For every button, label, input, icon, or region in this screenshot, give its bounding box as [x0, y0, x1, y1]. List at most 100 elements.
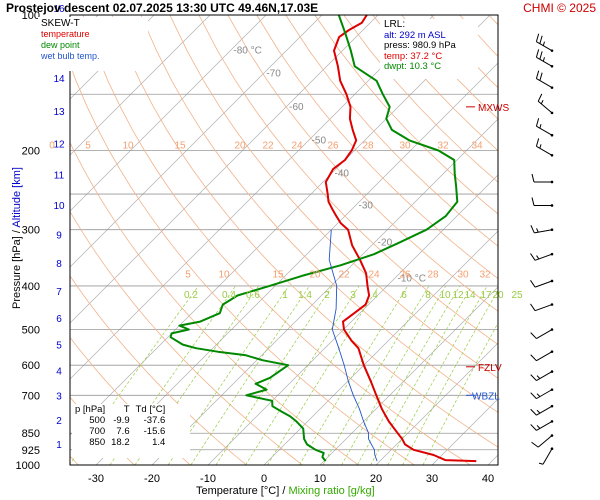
- wind-barb-feather: [530, 408, 537, 416]
- wind-barb-station: [550, 350, 554, 353]
- isotherm: [151, 118, 498, 465]
- levels-header-p: p [hPa]: [75, 404, 106, 415]
- isotherm: [544, 15, 600, 465]
- wind-barb: [535, 70, 554, 89]
- dry-adiabat: [140, 15, 498, 413]
- y-axis-title-sep: /: [11, 230, 23, 234]
- wind-barb-station: [550, 420, 554, 423]
- dry-adiabat: [70, 275, 247, 465]
- levels-cell: -37.6: [143, 415, 166, 426]
- wind-barb-half-feather: [539, 144, 542, 149]
- altitude-tick-label: 9: [56, 231, 62, 242]
- temperature-line: [324, 15, 477, 463]
- isotherm: [70, 15, 323, 268]
- wind-barb: [530, 225, 554, 234]
- wind-barb-feather: [530, 354, 537, 362]
- mixing-ratio-line: [356, 285, 461, 465]
- mixing-ratio-line: [370, 285, 473, 465]
- wind-barb-feather: [530, 424, 537, 431]
- wind-barb-staff: [536, 78, 553, 89]
- lrl-dewpoint: dwpt: 10.3 °C: [384, 61, 442, 72]
- isotherm-label: -60: [289, 102, 304, 113]
- mixing-ratio-label: 12: [452, 290, 464, 301]
- isotherm-label: -40: [335, 168, 350, 179]
- y-tick-label: 700: [22, 390, 40, 402]
- wind-barb-half-feather: [536, 393, 541, 397]
- isotherm: [70, 15, 155, 100]
- levels-table: p [hPa] T Td [°C] 500 -9.9 -37.6 700 7.6…: [72, 404, 190, 458]
- wind-barb-feather: [531, 173, 535, 183]
- wind-barb: [531, 173, 554, 184]
- x-tick-label: 0: [261, 473, 267, 485]
- wind-barb-staff: [536, 420, 553, 431]
- dry-adiabat: [169, 15, 498, 379]
- wind-barb-feather: [539, 51, 543, 60]
- wind-barb-station: [550, 133, 554, 137]
- x-axis-title: Temperature [°C] / Mixing ratio [g/kg]: [196, 485, 375, 497]
- wind-barb-half-feather: [539, 124, 542, 129]
- wind-barb-staff: [534, 280, 553, 288]
- dry-adiabat-label: 30: [399, 140, 411, 151]
- levels-cell: -9.9: [113, 415, 130, 426]
- wind-barb-staff: [536, 125, 553, 136]
- dry-adiabat-label: 24: [291, 140, 303, 151]
- wind-barb-feather: [539, 35, 543, 44]
- mixing-ratio-label: 4: [372, 290, 378, 301]
- isotherm-label: -80 °C: [233, 46, 261, 57]
- wind-barb-feather: [535, 138, 540, 147]
- isotherm-label: -20: [378, 237, 393, 248]
- wind-barb-half-feather: [542, 41, 545, 46]
- mixing-ratio-label: 3: [350, 290, 356, 301]
- dry-adiabat-label: 10: [218, 269, 230, 280]
- mixing-ratio-label: 10: [439, 290, 451, 301]
- dry-adiabat-label: 26: [399, 269, 411, 280]
- levels-cell: 1.4: [152, 437, 166, 448]
- wind-barb-feather: [539, 72, 543, 81]
- altitude-tick-label: 4: [56, 366, 62, 377]
- dry-adiabat: [111, 15, 498, 448]
- mixing-ratio-label: 6: [401, 290, 407, 301]
- dry-adiabat-label: 15: [174, 140, 186, 151]
- level-marker-label: FZLV: [478, 363, 502, 374]
- mixing-ratio-line: [215, 285, 333, 465]
- wind-barb-staff: [536, 329, 553, 339]
- wind-barb-station: [550, 64, 554, 68]
- y-axis-title-altitude: Altitude [km]: [11, 167, 23, 228]
- wind-barb: [535, 49, 554, 68]
- wind-barb-station: [550, 252, 554, 256]
- dry-adiabat-label: 30: [457, 269, 469, 280]
- wind-barb-staff: [537, 435, 553, 448]
- y-tick-label: 850: [22, 428, 40, 440]
- levels-header-t: T: [123, 404, 130, 415]
- plot-frame: [69, 14, 499, 466]
- wind-barb-station: [550, 279, 554, 283]
- y-axis-title-pressure: Pressure [hPa]: [11, 236, 23, 309]
- mixing-ratio-line: [402, 289, 498, 465]
- mixing-ratio-line: [190, 285, 310, 465]
- wind-barb-feather: [530, 332, 537, 339]
- dry-adiabat: [70, 210, 303, 465]
- levels-cell: 500: [89, 415, 106, 426]
- mixing-ratio-label: 17: [480, 290, 492, 301]
- wind-barb-staff: [542, 448, 553, 465]
- wind-barb-staff: [536, 371, 553, 382]
- wind-barb-station: [550, 111, 554, 115]
- legend: SKEW-T temperature dew point wet bulb te…: [38, 17, 148, 71]
- isotherm-label: -70: [266, 69, 281, 80]
- dry-adiabat-label: 28: [427, 269, 439, 280]
- isotherm: [207, 174, 498, 465]
- wind-barb-feather: [535, 70, 540, 79]
- levels-table-header: p [hPa] T Td [°C]: [72, 404, 168, 415]
- isotherm: [375, 342, 498, 465]
- chart-title: Prostejov descent 02.07.2025 13:30 UTC 4…: [6, 1, 319, 15]
- legend-dew-point: dew point: [41, 40, 80, 50]
- wind-barb-feather: [531, 441, 539, 448]
- mixing-ratio-label: 0.4: [222, 290, 236, 301]
- mixing-ratio-label: 0.2: [184, 290, 198, 301]
- levels-cell: 18.2: [111, 437, 130, 448]
- wind-barb-feather: [530, 392, 537, 399]
- wind-barb-station: [550, 328, 554, 331]
- isotherm: [70, 15, 435, 380]
- wind-barb-station: [550, 388, 554, 391]
